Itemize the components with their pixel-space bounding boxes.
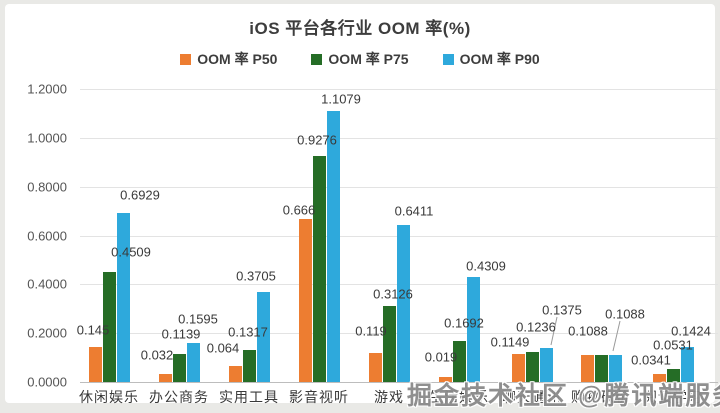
chart-legend: OOM 率 P50 OOM 率 P75 OOM 率 P90 — [5, 49, 715, 69]
y-axis-tick: 0.4000 — [27, 276, 67, 292]
y-axis-tick: 0.2000 — [27, 325, 67, 341]
y-axis-tick: 1.0000 — [27, 130, 67, 146]
x-axis-label: 实用工具 — [219, 389, 279, 405]
bar-p50-c5 — [369, 353, 382, 382]
legend-swatch-icon — [442, 53, 454, 65]
chart-title: iOS 平台各行业 OOM 率(%) — [249, 19, 471, 38]
bar-value-label: 0.9276 — [297, 132, 337, 148]
bar-value-label: 0.032 — [140, 347, 174, 363]
bar-value-label: 0.1317 — [228, 324, 268, 340]
bar-p50-c3 — [229, 366, 242, 382]
bar-value-label: 0.1595 — [178, 311, 218, 327]
bar-p50-c2 — [159, 374, 172, 382]
bar-value-label: 0.019 — [424, 349, 458, 365]
bar-value-label: 0.119 — [355, 323, 387, 339]
y-axis-tick: 0.8000 — [27, 179, 67, 195]
bar-value-label: 0.666 — [282, 202, 316, 218]
bar-p75-c1 — [103, 272, 116, 382]
bar-value-label: 0.1375 — [542, 302, 582, 318]
bar-p50-c7 — [512, 354, 525, 382]
x-axis-label: 生活娱乐 — [429, 389, 489, 405]
bar-value-label: 0.1424 — [671, 323, 711, 339]
x-axis-line — [80, 382, 718, 383]
bar-value-label: 0.064 — [206, 340, 240, 356]
x-axis-label: 聊天通讯 — [502, 389, 562, 405]
bar-value-label: 0.145 — [76, 322, 110, 338]
bar-p90-c3 — [257, 292, 270, 382]
x-axis-label: 游戏 — [374, 389, 404, 405]
bar-value-label: 0.0341 — [631, 352, 671, 368]
bar-value-label: 1.1079 — [321, 91, 361, 107]
bar-p75-c6 — [453, 341, 466, 382]
bar-value-label: 0.1149 — [490, 334, 530, 350]
bar-value-label: 0.4309 — [466, 258, 506, 274]
bar-p90-c1 — [117, 213, 130, 382]
bar-value-label: 0.4509 — [111, 244, 151, 260]
bar-value-label: 0.1139 — [161, 326, 201, 342]
x-axis-label: 阅读学习 — [643, 389, 703, 405]
bar-value-label: 0.0531 — [653, 337, 693, 353]
bar-p50-c4 — [299, 219, 312, 382]
bar-value-label: 0.6411 — [394, 203, 434, 219]
y-axis-tick: 0.6000 — [27, 228, 67, 243]
bar-value-label: 0.3126 — [373, 286, 413, 302]
legend-swatch-icon — [311, 53, 323, 65]
bar-p75-c8 — [595, 355, 608, 382]
bar-p90-c5 — [397, 225, 410, 382]
bar-p75-c2 — [173, 354, 186, 382]
gridline — [80, 89, 718, 90]
bar-p75-c4 — [313, 156, 326, 382]
legend-item-p50: OOM 率 P50 — [180, 49, 277, 69]
y-axis-tick: 1.2000 — [27, 81, 67, 97]
bar-p50-c9 — [653, 374, 666, 382]
bar-value-label: 0.1692 — [444, 315, 484, 331]
bar-value-label: 0.1088 — [605, 306, 645, 322]
x-axis-label: 影音视听 — [289, 389, 349, 405]
legend-item-p75: OOM 率 P75 — [311, 49, 409, 69]
x-axis-label: 办公商务 — [149, 389, 209, 405]
bar-value-label: 0.3705 — [236, 268, 276, 284]
chart-card: iOS 平台各行业 OOM 率(%) OOM 率 P50 OOM 率 P75 OOM… — [5, 4, 720, 410]
legend-label: OOM 率 P50 — [197, 51, 278, 67]
gridline — [80, 137, 718, 139]
gridline — [80, 186, 718, 188]
bar-p75-c9 — [667, 369, 680, 382]
x-axis-label: 休闲娱乐 — [79, 389, 139, 405]
bar-p75-c3 — [243, 350, 256, 382]
bar-p50-c8 — [581, 355, 594, 382]
bar-value-label: 0.1236 — [516, 319, 556, 335]
bar-p90-c8 — [609, 355, 622, 382]
bar-p90-c4 — [327, 111, 340, 382]
bar-p90-c9 — [681, 347, 694, 382]
bar-p50-c1 — [89, 347, 102, 382]
legend-label: OOM 率 P90 — [459, 51, 540, 67]
legend-label: OOM 率 P75 — [328, 51, 409, 67]
bar-p90-c7 — [540, 348, 553, 382]
x-axis-label: 购物砍价 — [571, 389, 631, 405]
legend-item-p90: OOM 率 P90 — [442, 49, 540, 69]
bar-p75-c7 — [526, 352, 539, 382]
bar-p90-c6 — [467, 277, 480, 382]
bar-value-label: 0.1088 — [568, 323, 608, 339]
bar-p50-c6 — [439, 377, 452, 382]
watermark-text: 掘金技术社区 @腾讯端服务 — [407, 382, 720, 410]
bar-p90-c2 — [187, 343, 200, 382]
legend-swatch-icon — [180, 53, 192, 65]
label-leader-lines — [550, 316, 621, 352]
y-axis-tick: 0.0000 — [27, 374, 67, 390]
bar-p75-c5 — [383, 306, 396, 382]
bar-value-label: 0.6929 — [120, 187, 160, 203]
